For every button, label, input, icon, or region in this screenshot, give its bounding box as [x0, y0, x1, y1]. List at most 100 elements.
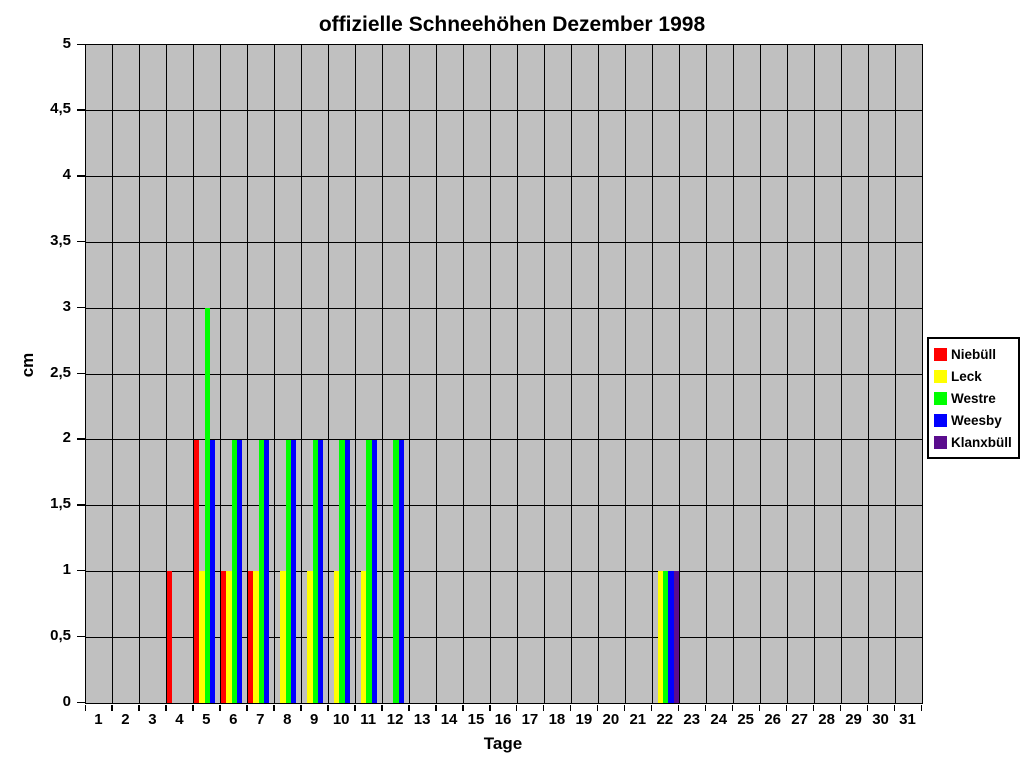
bar-westre-day6 [231, 439, 237, 703]
bar-weesby-day22 [668, 571, 674, 703]
x-axis-tick [327, 705, 329, 711]
day-slot-3 [140, 45, 167, 703]
day-slot-28 [814, 45, 841, 703]
x-axis-tick [515, 705, 518, 711]
y-axis-tick [77, 635, 85, 638]
bar-westre-day10 [339, 439, 345, 703]
gridline-horizontal [86, 505, 922, 507]
day-slot-6 [220, 45, 248, 703]
bar-leck-day10 [334, 571, 340, 703]
x-axis-tick [623, 705, 626, 711]
y-axis-tick-label: 2 [62, 429, 71, 447]
x-axis-tick-label: 21 [629, 711, 647, 728]
y-axis-tick [77, 240, 85, 243]
bar-westre-day12 [393, 439, 399, 703]
day-slot-17 [517, 45, 544, 703]
x-axis-tick-label: 22 [656, 711, 674, 728]
x-axis-tick-label: 7 [256, 711, 265, 728]
x-axis-tick [569, 705, 572, 711]
day-slot-25 [733, 45, 760, 703]
legend-label: Klanxbüll [951, 434, 1012, 450]
bar-klanxbüll-day22 [673, 571, 680, 703]
x-axis-tick-label: 29 [845, 711, 862, 728]
legend-label: Niebüll [951, 346, 997, 362]
day-slot-18 [544, 45, 571, 703]
bar-westre-day22 [663, 571, 669, 703]
gridline-horizontal [86, 373, 922, 375]
legend-swatch-icon [934, 413, 947, 427]
gridline-horizontal [86, 439, 922, 441]
bar-leck-day11 [361, 571, 367, 703]
legend-item-westre: Westre [932, 387, 1015, 409]
bar-weesby-day5 [210, 439, 216, 703]
y-axis-tick-label: 0,5 [50, 626, 71, 644]
bar-leck-day9 [307, 571, 313, 703]
x-axis-tick-label: 26 [764, 711, 781, 728]
day-slot-22 [652, 45, 680, 703]
y-axis-tick [77, 701, 85, 703]
gridline-horizontal [86, 570, 922, 572]
x-axis-tick [192, 705, 194, 711]
x-axis-tick-label: 2 [121, 711, 130, 728]
x-axis-tick-label: 24 [710, 711, 728, 728]
x-axis-tick-label: 14 [440, 711, 458, 728]
legend-item-weesby: Weesby [932, 409, 1015, 431]
bar-leck-day5 [199, 571, 205, 703]
y-axis-tick [77, 175, 85, 177]
legend-label: Weesby [951, 412, 1002, 428]
x-axis-tick-label: 28 [818, 711, 835, 728]
x-axis-tick-label: 8 [283, 711, 292, 728]
y-axis-tick [77, 372, 85, 374]
day-slot-13 [410, 45, 437, 703]
gridline-horizontal [86, 307, 922, 309]
x-axis-tick-label: 13 [413, 711, 431, 728]
x-axis-tick [111, 705, 113, 711]
x-axis-tick [677, 705, 680, 711]
x-axis-tick-label: 23 [683, 711, 701, 728]
day-slot-31 [895, 45, 922, 703]
x-axis-tick [462, 705, 464, 711]
legend-swatch-icon [934, 369, 947, 383]
bar-weesby-day12 [398, 439, 405, 703]
y-axis-tick-label: 3 [62, 297, 71, 315]
x-axis-tick-label: 15 [467, 711, 485, 728]
x-axis-tick [354, 705, 356, 711]
x-axis-tick [489, 705, 491, 711]
day-slot-19 [571, 45, 598, 703]
x-axis-tick [246, 705, 248, 711]
x-axis-tick-label: 12 [386, 711, 404, 728]
x-axis-tick-label: 16 [494, 711, 512, 728]
x-axis-title: Tage [483, 734, 523, 753]
gridline-horizontal [86, 176, 922, 178]
day-slot-15 [464, 45, 491, 703]
day-slot-1 [86, 45, 113, 703]
bar-leck-day22 [657, 571, 664, 703]
bar-westre-day8 [285, 439, 291, 703]
bar-leck-day7 [253, 571, 259, 703]
x-axis-tick [138, 705, 140, 711]
x-axis-tick-label: 9 [310, 711, 319, 728]
day-slot-5 [193, 45, 221, 703]
x-axis-tick [866, 705, 869, 711]
x-axis-tick [704, 705, 707, 711]
legend-item-klanxbüll: Klanxbüll [932, 431, 1015, 453]
x-axis-tick [731, 705, 734, 711]
y-axis-tick [77, 504, 85, 506]
x-axis-tick [219, 705, 221, 711]
day-slot-23 [679, 45, 706, 703]
x-axis-tick [920, 705, 922, 711]
bar-weesby-day11 [371, 439, 378, 703]
bar-niebüll-day4 [166, 571, 173, 703]
x-axis-tick-label: 1 [94, 711, 103, 728]
x-axis-tick [893, 705, 896, 711]
x-axis-tick-label: 30 [872, 711, 889, 728]
y-axis-tick-label: 1,5 [50, 495, 71, 513]
y-axis-tick-label: 4,5 [50, 100, 71, 118]
x-axis-tick-label: 5 [202, 711, 211, 728]
gridline-horizontal [86, 110, 922, 112]
day-slot-20 [598, 45, 625, 703]
y-axis-tick [77, 306, 85, 309]
y-axis-tick [77, 109, 85, 111]
x-axis-tick-label: 11 [360, 711, 377, 728]
